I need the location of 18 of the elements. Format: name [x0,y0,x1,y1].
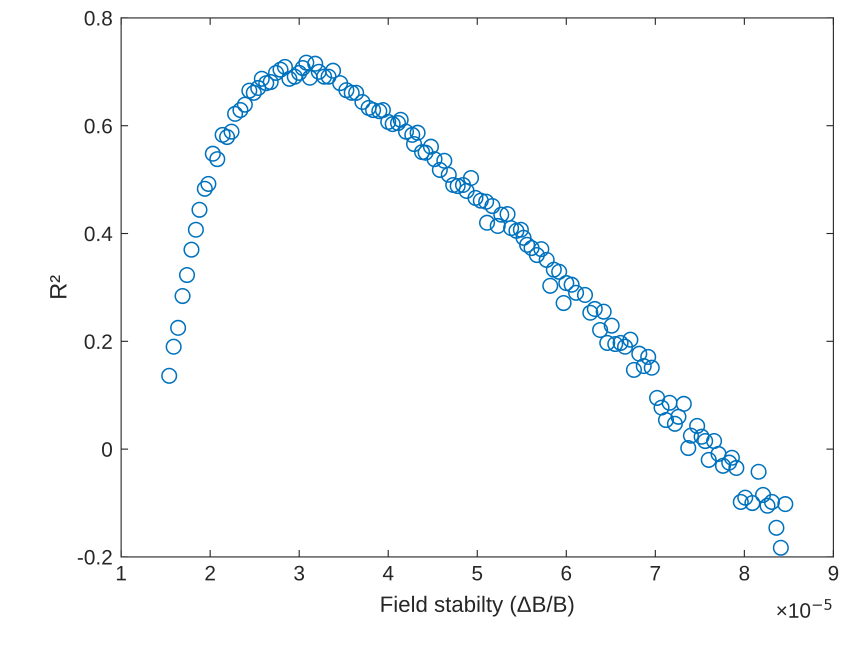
y-tick-label: 0.6 [84,118,112,134]
x-tick-label: 5 [472,566,482,581]
x-tick-label: 9 [828,566,838,581]
x-tick-label: 8 [739,566,750,581]
text: ×10$^{−5}$ [777,599,832,618]
y-tick-label: 0 [102,442,112,457]
y-tick-label: -0.2 [78,550,112,565]
x-tick-label: 6 [562,566,572,581]
x-axis-title: Field stabilty (ΔB/B) [382,596,574,616]
y-axis-title: R² [50,275,66,298]
x-tick-label: 1 [116,566,126,580]
y-tick-label: 0.2 [84,334,112,350]
x-tick-label: 7 [650,566,660,580]
x-tick-label: 3 [294,566,304,581]
y-tick-label: 0.4 [84,226,112,242]
y-tick-label: 0.8 [84,10,112,26]
x-tick-label: 4 [382,566,394,580]
x-tick-label: 2 [205,566,215,580]
